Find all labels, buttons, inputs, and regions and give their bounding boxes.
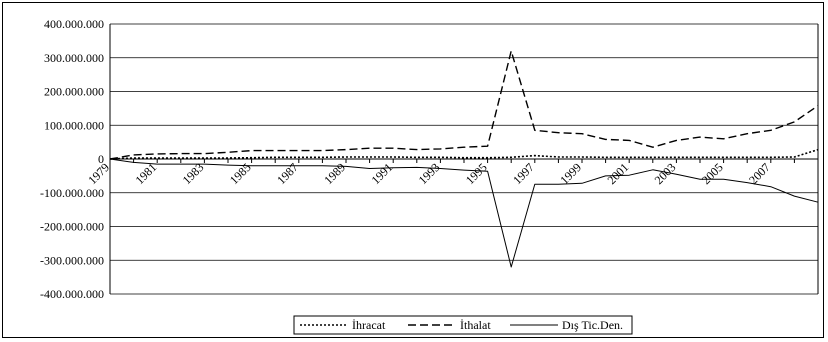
x-tick-label: 2001 bbox=[604, 160, 631, 187]
y-tick-label: 200.000.000 bbox=[44, 85, 104, 99]
series-ithalat-line bbox=[109, 50, 819, 160]
series-ihracat-line bbox=[109, 148, 819, 160]
legend: İhracat İthalat Dış Tic.Den. bbox=[293, 315, 633, 335]
x-tick-label: 1979 bbox=[85, 160, 112, 187]
legend-label-ithalat: İthalat bbox=[460, 318, 491, 332]
series-lines bbox=[109, 50, 819, 268]
y-tick-labels: 400.000.000 300.000.000 200.000.000 100.000… bbox=[40, 17, 104, 301]
x-tick-label: 1989 bbox=[321, 160, 348, 187]
legend-label-dis-tic-den: Dış Tic.Den. bbox=[562, 318, 623, 332]
y-tick-label: -400.000.000 bbox=[40, 287, 104, 301]
x-tick-label: 1985 bbox=[227, 160, 254, 187]
x-tick-label: 1993 bbox=[416, 160, 443, 187]
y-tick-label: 300.000.000 bbox=[44, 51, 104, 65]
y-tick-label: 400.000.000 bbox=[44, 17, 104, 31]
y-tick-label: -200.000.000 bbox=[40, 220, 104, 234]
x-tick-label: 1987 bbox=[274, 160, 301, 187]
x-tick-label: 1991 bbox=[368, 160, 395, 187]
x-tick-label: 1997 bbox=[510, 160, 537, 187]
legend-label-ihracat: İhracat bbox=[352, 318, 386, 332]
y-tick-label: -100.000.000 bbox=[40, 186, 104, 200]
y-tick-label: -300.000.000 bbox=[40, 253, 104, 267]
legend-box bbox=[293, 315, 633, 335]
grid-lines bbox=[110, 23, 818, 295]
y-tick-label: 0 bbox=[98, 152, 104, 166]
axes bbox=[109, 24, 819, 294]
x-tick-label: 2005 bbox=[699, 160, 726, 187]
y-tick-label: 100.000.000 bbox=[44, 118, 104, 132]
series-dis-tic-den-line bbox=[109, 158, 819, 268]
x-tick-label: 1995 bbox=[463, 160, 490, 187]
